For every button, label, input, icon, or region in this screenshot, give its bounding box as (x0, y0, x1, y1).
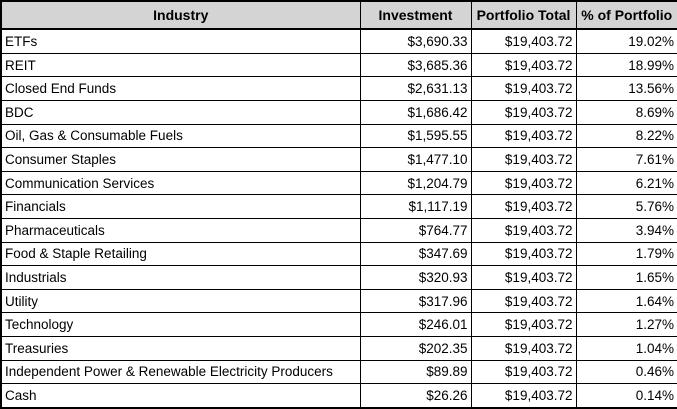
portfolio-total-cell[interactable]: $19,403.72 (470, 147, 577, 172)
percent-cell[interactable]: 3.94% (575, 217, 677, 243)
investment-cell[interactable]: $1,204.79 (359, 170, 472, 196)
portfolio-total-cell[interactable]: $19,403.72 (470, 265, 577, 290)
table-row: Cash $26.26 $19,403.72 0.14% (0, 383, 677, 409)
industry-cell[interactable]: Treasuries (0, 335, 361, 361)
percent-cell[interactable]: 0.14% (575, 383, 677, 409)
investment-cell[interactable]: $1,686.42 (359, 100, 472, 125)
investment-cell[interactable]: $317.96 (359, 288, 472, 314)
table-row: Closed End Funds $2,631.13 $19,403.72 13.56… (0, 76, 677, 102)
industry-cell[interactable]: Consumer Staples (0, 147, 361, 172)
portfolio-total-cell[interactable]: $19,403.72 (470, 123, 577, 149)
industry-cell[interactable]: Financials (0, 194, 361, 219)
column-header-industry[interactable]: Industry (0, 0, 361, 30)
portfolio-total-cell[interactable]: $19,403.72 (470, 383, 577, 409)
portfolio-total-cell[interactable]: $19,403.72 (470, 100, 577, 125)
industry-cell[interactable]: Communication Services (0, 170, 361, 196)
percent-cell[interactable]: 18.99% (575, 52, 677, 78)
table-row: Utility $317.96 $19,403.72 1.64% (0, 288, 677, 314)
portfolio-total-cell[interactable]: $19,403.72 (470, 170, 577, 196)
percent-cell[interactable]: 8.69% (575, 100, 677, 125)
investment-cell[interactable]: $202.35 (359, 335, 472, 361)
investment-cell[interactable]: $1,477.10 (359, 147, 472, 172)
table-row: Treasuries $202.35 $19,403.72 1.04% (0, 335, 677, 361)
portfolio-total-cell[interactable]: $19,403.72 (470, 335, 577, 361)
percent-cell[interactable]: 8.22% (575, 123, 677, 149)
column-header-percent-of-portfolio[interactable]: % of Portfolio (575, 0, 677, 30)
percent-cell[interactable]: 19.02% (575, 28, 677, 54)
industry-cell[interactable]: Pharmaceuticals (0, 217, 361, 243)
percent-cell[interactable]: 1.27% (575, 312, 677, 337)
header-row: Industry Investment Portfolio Total % of… (0, 0, 677, 30)
investment-cell[interactable]: $89.89 (359, 359, 472, 385)
table-row: BDC $1,686.42 $19,403.72 8.69% (0, 100, 677, 125)
industry-cell[interactable]: Closed End Funds (0, 76, 361, 102)
industry-cell[interactable]: Cash (0, 383, 361, 409)
industry-cell[interactable]: BDC (0, 100, 361, 125)
table-row: Technology $246.01 $19,403.72 1.27% (0, 312, 677, 337)
portfolio-total-cell[interactable]: $19,403.72 (470, 241, 577, 267)
percent-cell[interactable]: 7.61% (575, 147, 677, 172)
industry-cell[interactable]: Independent Power & Renewable Electricit… (0, 359, 361, 385)
investment-cell[interactable]: $3,690.33 (359, 28, 472, 54)
industry-cell[interactable]: REIT (0, 52, 361, 78)
table-row: Food & Staple Retailing $347.69 $19,403.72… (0, 241, 677, 267)
investment-cell[interactable]: $2,631.13 (359, 76, 472, 102)
table-row: Industrials $320.93 $19,403.72 1.65% (0, 265, 677, 290)
investment-cell[interactable]: $320.93 (359, 265, 472, 290)
table-row: Oil, Gas & Consumable Fuels $1,595.55 $19,… (0, 123, 677, 149)
industry-cell[interactable]: Industrials (0, 265, 361, 290)
industry-cell[interactable]: Oil, Gas & Consumable Fuels (0, 123, 361, 149)
table-row: Consumer Staples $1,477.10 $19,403.72 7.61% (0, 147, 677, 172)
portfolio-total-cell[interactable]: $19,403.72 (470, 359, 577, 385)
portfolio-total-cell[interactable]: $19,403.72 (470, 76, 577, 102)
percent-cell[interactable]: 1.79% (575, 241, 677, 267)
column-header-investment[interactable]: Investment (359, 0, 472, 30)
portfolio-total-cell[interactable]: $19,403.72 (470, 312, 577, 337)
table-body: ETFs $3,690.33 $19,403.72 19.02% REIT $3,685.… (0, 28, 677, 409)
portfolio-total-cell[interactable]: $19,403.72 (470, 28, 577, 54)
portfolio-total-cell[interactable]: $19,403.72 (470, 288, 577, 314)
percent-cell[interactable]: 1.64% (575, 288, 677, 314)
percent-cell[interactable]: 5.76% (575, 194, 677, 219)
portfolio-total-cell[interactable]: $19,403.72 (470, 217, 577, 243)
percent-cell[interactable]: 6.21% (575, 170, 677, 196)
industry-cell[interactable]: ETFs (0, 28, 361, 54)
table-row: Communication Services $1,204.79 $19,403.7… (0, 170, 677, 196)
investment-cell[interactable]: $347.69 (359, 241, 472, 267)
investment-cell[interactable]: $1,117.19 (359, 194, 472, 219)
portfolio-total-cell[interactable]: $19,403.72 (470, 52, 577, 78)
table-row: ETFs $3,690.33 $19,403.72 19.02% (0, 28, 677, 54)
table-row: REIT $3,685.36 $19,403.72 18.99% (0, 52, 677, 78)
investment-cell[interactable]: $246.01 (359, 312, 472, 337)
investment-cell[interactable]: $3,685.36 (359, 52, 472, 78)
column-header-portfolio-total[interactable]: Portfolio Total (470, 0, 577, 30)
investment-cell[interactable]: $764.77 (359, 217, 472, 243)
table-row: Financials $1,117.19 $19,403.72 5.76% (0, 194, 677, 219)
table-row: Independent Power & Renewable Electricit… (0, 359, 677, 385)
percent-cell[interactable]: 1.04% (575, 335, 677, 361)
percent-cell[interactable]: 0.46% (575, 359, 677, 385)
industry-cell[interactable]: Utility (0, 288, 361, 314)
percent-cell[interactable]: 1.65% (575, 265, 677, 290)
portfolio-total-cell[interactable]: $19,403.72 (470, 194, 577, 219)
investment-cell[interactable]: $26.26 (359, 383, 472, 409)
industry-cell[interactable]: Food & Staple Retailing (0, 241, 361, 267)
industry-cell[interactable]: Technology (0, 312, 361, 337)
table-row: Pharmaceuticals $764.77 $19,403.72 3.94% (0, 217, 677, 243)
investment-cell[interactable]: $1,595.55 (359, 123, 472, 149)
percent-cell[interactable]: 13.56% (575, 76, 677, 102)
